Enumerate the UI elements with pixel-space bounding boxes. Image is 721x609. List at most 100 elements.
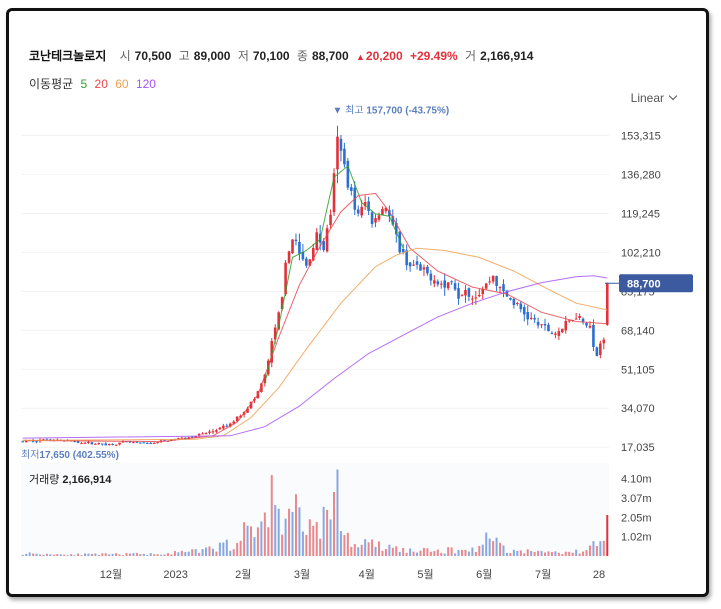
ma20-line — [22, 192, 608, 443]
volume-bar — [409, 548, 412, 556]
volume-bar — [211, 548, 214, 556]
volume-bar — [149, 553, 152, 556]
volume-panel-value: 2,166,914 — [62, 474, 112, 486]
price-chart[interactable]: 153,315136,280119,245102,21085,17568,140… — [9, 11, 706, 594]
candle-body — [547, 324, 550, 332]
volume-bar — [177, 552, 180, 556]
candle-body — [474, 297, 478, 299]
volume-bar — [561, 554, 564, 556]
volume-bar — [288, 508, 291, 556]
candle-body — [509, 297, 512, 300]
volume-bar — [167, 553, 169, 556]
ma5-line — [264, 165, 404, 384]
candle-body — [436, 281, 440, 285]
volume-bar — [471, 547, 474, 556]
volume-bar — [205, 547, 208, 556]
candle-body — [246, 408, 249, 413]
volume-bar — [284, 518, 287, 556]
candle-body — [332, 173, 336, 213]
volume-bar — [405, 552, 408, 556]
volume-label: 거 — [465, 49, 477, 63]
volume-bar — [502, 545, 505, 556]
candle-body — [308, 259, 312, 266]
volume-bar — [436, 549, 439, 556]
volume-bar — [377, 541, 380, 556]
candle-body — [429, 273, 433, 281]
volume-bar — [374, 546, 377, 556]
moving-average-legend[interactable]: 이동평균 5 20 60 120 — [29, 75, 160, 92]
candle-body — [235, 416, 239, 422]
candle-body — [405, 250, 408, 266]
candle-body — [426, 266, 429, 274]
volume-bar — [426, 548, 429, 556]
candle-body — [284, 262, 287, 295]
volume-bar — [260, 521, 263, 556]
volume-bar — [322, 506, 325, 556]
candle-body — [163, 440, 166, 442]
low-value: 70,100 — [252, 49, 290, 63]
volume-bar — [395, 546, 398, 556]
candle-body — [42, 439, 45, 441]
candle-body — [301, 251, 305, 260]
candle-body — [394, 222, 398, 235]
volume-value: 2,166,914 — [480, 49, 534, 63]
candle-body — [363, 201, 367, 207]
candle-body — [260, 383, 263, 392]
volume-bar — [599, 541, 602, 556]
scale-selector[interactable]: Linear — [630, 91, 678, 105]
volume-bar — [73, 555, 76, 556]
volume-bar — [32, 553, 35, 556]
volume-panel-label: 거래량 — [29, 473, 62, 486]
volume-bar — [516, 550, 519, 556]
y-tick-label: 68,140 — [621, 325, 655, 337]
volume-bar — [544, 552, 547, 556]
candle-body — [24, 440, 28, 443]
volume-bar — [336, 469, 339, 556]
candle-body — [336, 136, 339, 170]
volume-panel-bg — [21, 463, 609, 556]
close-label: 종 — [296, 49, 308, 63]
candle-body — [156, 442, 159, 444]
candle-body — [391, 216, 395, 225]
ma20-legend[interactable]: 20 — [94, 77, 108, 91]
candle-body — [599, 343, 602, 355]
candle-body — [602, 339, 606, 344]
volume-bar — [326, 509, 329, 556]
volume-bar — [146, 555, 149, 556]
candle-body — [76, 441, 80, 443]
volume-bar — [111, 553, 114, 556]
ma120-legend[interactable]: 120 — [135, 77, 156, 91]
candle-body — [412, 264, 415, 266]
volume-bar — [557, 552, 560, 556]
volume-bar — [457, 550, 460, 556]
candle-body — [343, 148, 346, 165]
volume-bar — [239, 540, 242, 556]
volume-bar — [412, 551, 415, 556]
candle-body — [453, 283, 457, 290]
candle-body — [519, 303, 523, 310]
volume-bar — [568, 551, 571, 556]
volume-bar — [142, 553, 145, 556]
ma60-legend[interactable]: 60 — [115, 77, 129, 91]
volume-bar — [346, 532, 349, 556]
volume-bar — [450, 547, 453, 556]
volume-bars — [21, 469, 609, 556]
ma5-legend[interactable]: 5 — [80, 77, 88, 91]
candle-body — [360, 206, 363, 216]
candle-body — [159, 440, 163, 442]
candle-body — [21, 441, 25, 443]
volume-bar — [315, 522, 318, 556]
volume-bar — [343, 535, 346, 556]
candle-body — [554, 333, 557, 335]
volume-bar — [454, 553, 457, 556]
volume-bar — [381, 550, 384, 556]
volume-bar — [398, 551, 401, 556]
x-tick-label: 7월 — [535, 568, 551, 581]
candle-body — [439, 283, 443, 285]
volume-bar — [537, 550, 540, 556]
high-annotation-arrow: ▼ — [332, 105, 345, 116]
candle-body — [87, 441, 90, 443]
candle-body — [477, 295, 481, 297]
scale-selector-label: Linear — [630, 91, 664, 105]
candle-body — [83, 442, 87, 444]
